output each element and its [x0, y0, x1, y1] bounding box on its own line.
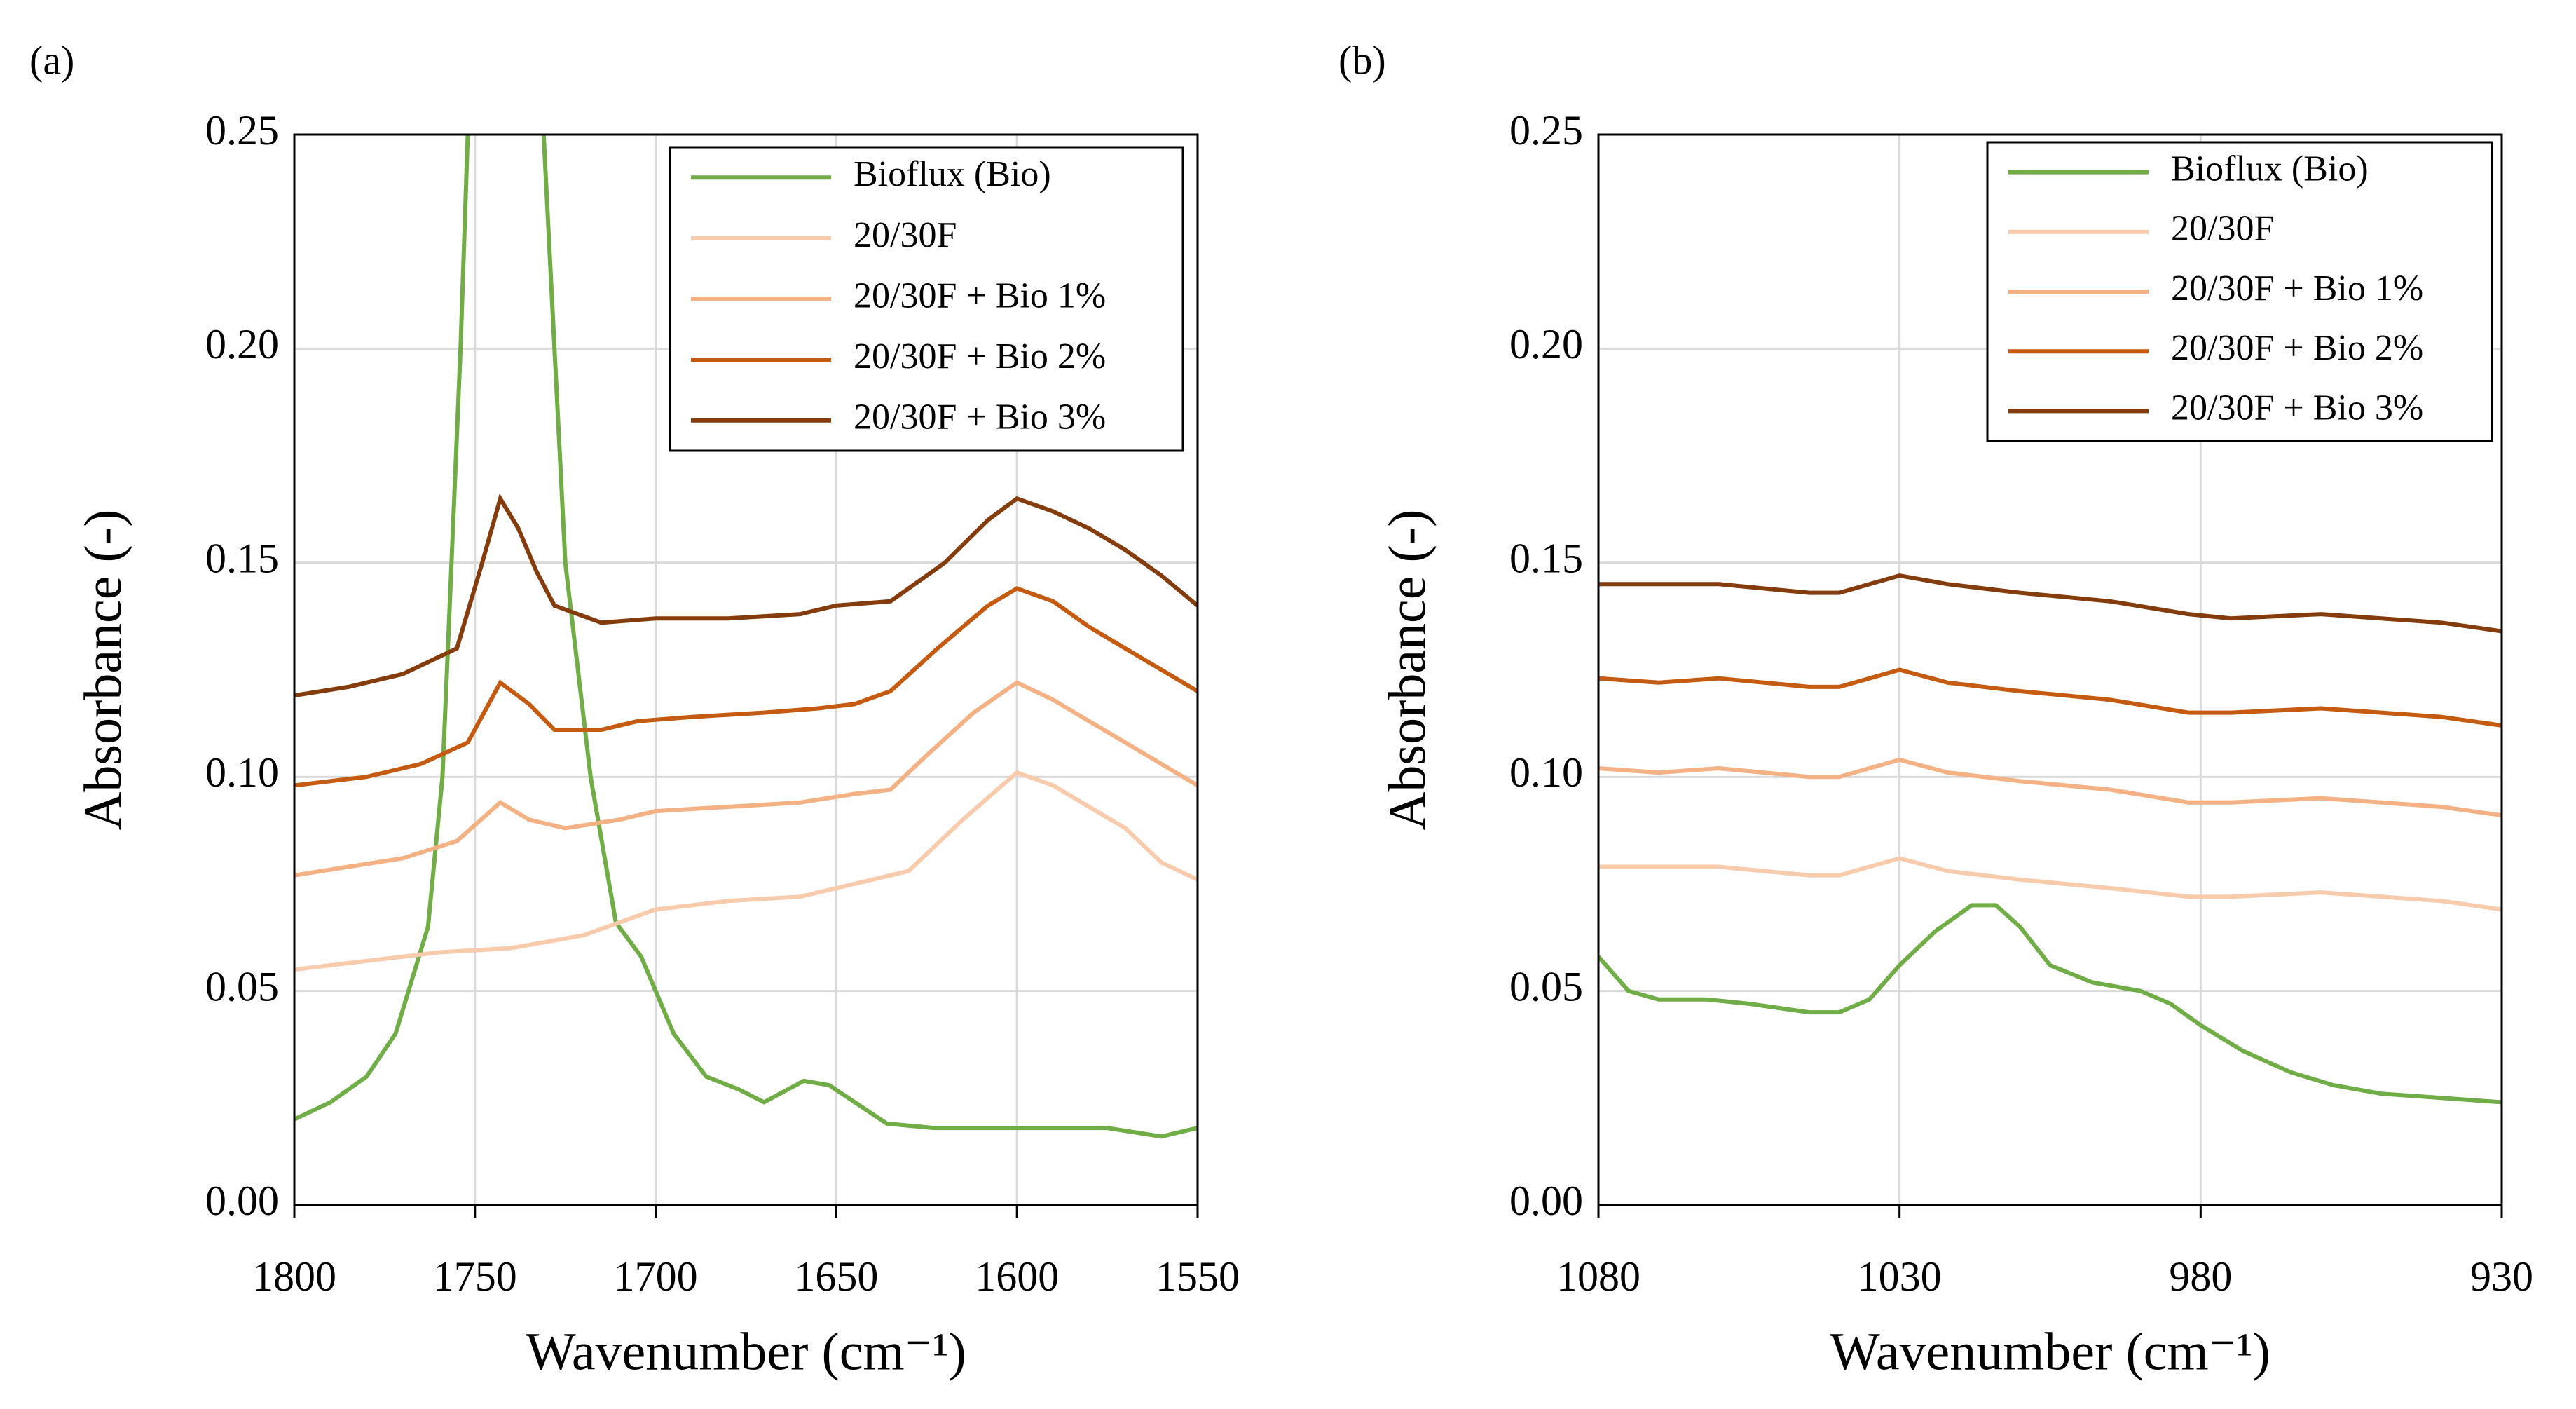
x-tick-label: 1030 [1858, 1253, 1942, 1300]
y-tick-label: 0.25 [205, 107, 279, 154]
x-tick-label: 930 [2470, 1253, 2533, 1300]
series-line [1598, 903, 2502, 1105]
y-tick-label: 0.10 [1509, 749, 1583, 796]
plot-frame [1597, 133, 2503, 1206]
x-tick-label: 1080 [1556, 1253, 1640, 1300]
y-tick-label: 0.05 [1509, 963, 1583, 1009]
y-tick-label: 0.05 [205, 963, 279, 1009]
series-line [294, 135, 1198, 1139]
x-tick-label: 1600 [975, 1253, 1059, 1300]
legend-label: Bioflux (Bio) [854, 154, 1051, 194]
legend-label: 20/30F + Bio 1% [2171, 268, 2423, 308]
y-axis-title: Absorbance (-) [1378, 510, 1437, 831]
chart-panel: (a) 0.00 0.05 0.10 0.15 0.20 0.25 1800 1750 1700 1… [29, 37, 1240, 1381]
series-line [294, 680, 1198, 878]
series-line [1598, 856, 2502, 912]
y-tick-label: 0.00 [205, 1178, 279, 1224]
x-tick-label: 980 [2169, 1253, 2232, 1300]
x-axis-title: Wavenumber (cm⁻¹) [1830, 1322, 2270, 1381]
legend-label: 20/30F + Bio 3% [2171, 388, 2423, 428]
y-tick-label: 0.25 [1509, 107, 1583, 154]
series-line [294, 770, 1198, 972]
series-line [1598, 667, 2502, 728]
legend-label: 20/30F + Bio 2% [854, 336, 1106, 376]
legend-label: 20/30F + Bio 2% [2171, 328, 2423, 368]
series-line [1598, 757, 2502, 818]
panel-label: (a) [29, 37, 74, 83]
y-tick-label: 0.15 [1509, 536, 1583, 582]
x-axis-title: Wavenumber (cm⁻¹) [526, 1322, 966, 1381]
series-line [1598, 573, 2502, 634]
x-tick-label: 1750 [433, 1253, 517, 1300]
y-tick-label: 0.15 [205, 536, 279, 582]
legend-label: 20/30F [854, 215, 957, 255]
chart-panel: (b) 0.00 0.05 0.10 0.15 0.20 0.25 1080 1030 980 93… [1338, 37, 2533, 1381]
x-tick-label: 1700 [614, 1253, 698, 1300]
legend-label: 20/30F + Bio 1% [854, 275, 1106, 315]
y-tick-label: 0.10 [205, 749, 279, 796]
x-tick-label: 1650 [794, 1253, 878, 1300]
series-line [294, 586, 1198, 788]
legend-label: 20/30F [2171, 209, 2274, 249]
y-axis-title: Absorbance (-) [74, 510, 132, 831]
x-tick-label: 1800 [252, 1253, 336, 1300]
series-line [294, 493, 1198, 698]
legend-label: Bioflux (Bio) [2171, 149, 2369, 189]
plot-frame [293, 133, 1199, 1206]
panel-label: (b) [1338, 37, 1386, 83]
legend-label: 20/30F + Bio 3% [854, 397, 1106, 437]
y-tick-label: 0.20 [1509, 321, 1583, 367]
y-tick-label: 0.00 [1509, 1178, 1583, 1224]
x-tick-label: 1550 [1156, 1253, 1240, 1300]
y-tick-label: 0.20 [205, 321, 279, 367]
